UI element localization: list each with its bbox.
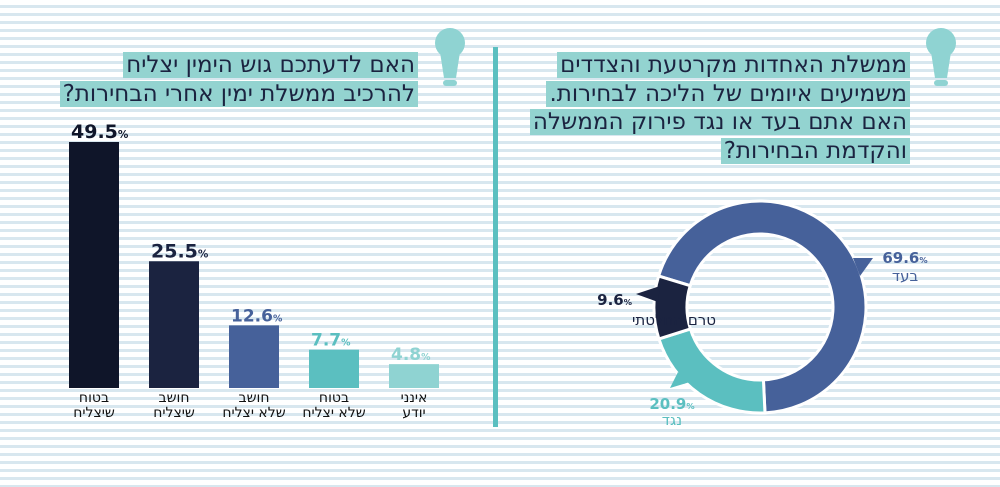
title-line: האם אתם בעד או נגד פירוק הממשלה bbox=[529, 109, 910, 135]
category-line: אינני bbox=[400, 390, 428, 406]
lightbulb-icon bbox=[926, 28, 956, 86]
bar bbox=[149, 261, 199, 388]
category-line: בטוח bbox=[318, 390, 350, 406]
donut-slice bbox=[656, 199, 868, 415]
category-line: שלא יצליח bbox=[222, 405, 286, 421]
slice-value-label: 20.9% bbox=[649, 395, 694, 413]
bar-category-label: בטוח שלא יצליח bbox=[289, 391, 379, 421]
bar-category-label: בטוח שיצליח bbox=[49, 391, 139, 421]
bar-value-label: 4.8% bbox=[391, 345, 431, 365]
section-divider bbox=[493, 47, 498, 427]
bar bbox=[229, 325, 279, 388]
title-line: משמיעים איומים של הליכה לבחירות. bbox=[546, 80, 910, 107]
slice-pointer bbox=[636, 286, 660, 302]
slice-name-label: בעד bbox=[892, 267, 919, 285]
category-line: חושב bbox=[158, 390, 190, 406]
slice-value-label: 69.6% bbox=[882, 249, 927, 267]
slice-name-label: טרם החלטתי bbox=[632, 311, 716, 329]
title-line: האם לדעתכם גוש הימין יצליח bbox=[123, 52, 418, 78]
bar-category-label: חושב שלא יצליח bbox=[209, 391, 299, 421]
bar-category-label: חושב שיצליח bbox=[129, 391, 219, 421]
category-line: שלא יצליח bbox=[302, 405, 366, 421]
title-line: והקדמת הבחירות? bbox=[720, 137, 910, 164]
bar-category-label: אינני יודע bbox=[369, 391, 459, 421]
bar-value-label: 7.7% bbox=[311, 331, 351, 351]
lightbulb-icon bbox=[435, 28, 465, 86]
slice-pointer bbox=[853, 258, 873, 276]
category-line: יודע bbox=[402, 405, 426, 421]
title-line: להרכיב ממשלת ימין אחרי הבחירות? bbox=[59, 80, 418, 107]
donut-slice bbox=[652, 274, 693, 341]
slice-value-label: 9.6% bbox=[597, 291, 632, 309]
bar-value-label: 49.5% bbox=[71, 121, 129, 143]
category-line: שיצליח bbox=[73, 405, 115, 421]
bar bbox=[69, 142, 119, 388]
bar-value-label: 12.6% bbox=[231, 306, 283, 326]
right-question-title: ממשלת האחדות מקרטעת והצדדים משמיעים איומ… bbox=[529, 51, 910, 165]
bar bbox=[309, 349, 359, 388]
slice-pointer bbox=[670, 372, 690, 388]
category-line: שיצליח bbox=[153, 405, 195, 421]
category-line: בטוח bbox=[78, 390, 110, 406]
left-question-title: האם לדעתכם גוש הימין יצליח להרכיב ממשלת … bbox=[59, 51, 418, 108]
slice-name-label: נגד bbox=[662, 411, 682, 429]
category-line: חושב bbox=[238, 390, 270, 406]
title-line: ממשלת האחדות מקרטעת והצדדים bbox=[557, 52, 910, 78]
bar-value-label: 25.5% bbox=[151, 240, 209, 262]
bar bbox=[389, 364, 439, 388]
